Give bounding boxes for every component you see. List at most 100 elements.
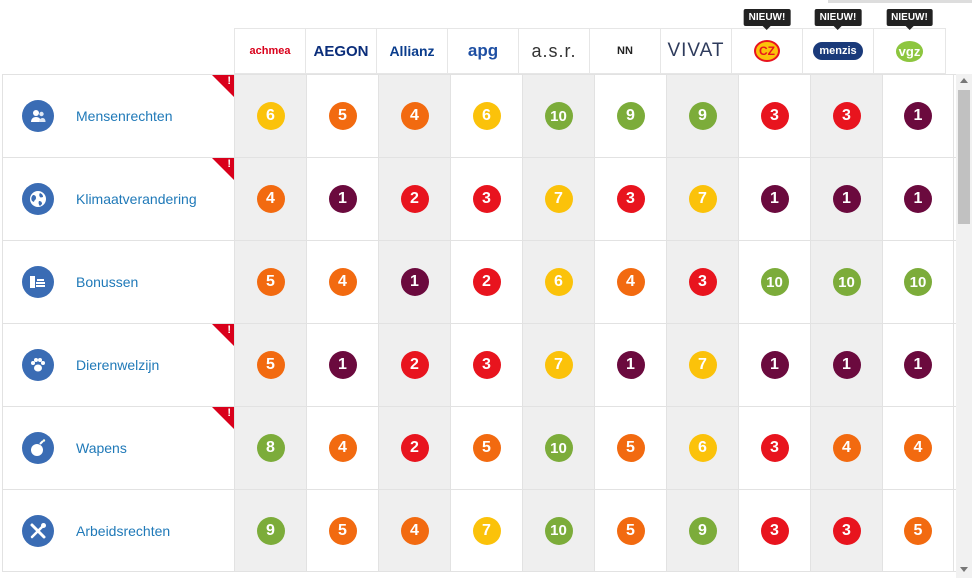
insurer-logo-cz[interactable]: NIEUW! CZ <box>731 9 802 74</box>
score-cell[interactable]: 3 <box>450 324 522 406</box>
score-badge: 3 <box>760 516 789 545</box>
score-cell[interactable]: 3 <box>738 407 810 489</box>
score-cell[interactable]: 6 <box>234 75 306 157</box>
insurer-logo-apg[interactable]: apg <box>447 28 518 74</box>
topic-wapens[interactable]: Wapens! <box>2 407 234 489</box>
score-cell[interactable]: 1 <box>882 158 954 240</box>
score-cell[interactable]: 5 <box>306 75 378 157</box>
score-cell[interactable]: 9 <box>666 75 738 157</box>
score-badge: 5 <box>256 351 285 379</box>
score-cell[interactable]: 5 <box>594 407 666 489</box>
score-cell[interactable]: 1 <box>882 75 954 157</box>
score-cell[interactable]: 1 <box>594 324 666 406</box>
score-cell[interactable]: 2 <box>378 324 450 406</box>
topic-arbeidsrechten[interactable]: Arbeidsrechten <box>2 490 234 571</box>
scroll-up-icon[interactable] <box>960 78 968 83</box>
score-badge: 8 <box>256 434 285 462</box>
score-cell[interactable]: 4 <box>810 407 882 489</box>
score-badge: 3 <box>688 268 717 296</box>
score-cell[interactable]: 6 <box>522 241 594 323</box>
topic-klimaatverandering[interactable]: Klimaatverandering! <box>2 158 234 240</box>
insurer-name: apg <box>467 41 499 60</box>
insurer-logo-menzis[interactable]: NIEUW! menzis <box>802 9 873 74</box>
topic-mensenrechten[interactable]: Mensenrechten! <box>2 75 234 157</box>
score-cell[interactable]: 4 <box>306 241 378 323</box>
score-cell[interactable]: 7 <box>666 324 738 406</box>
score-cell[interactable]: 10 <box>738 241 810 323</box>
score-cell[interactable]: 2 <box>450 241 522 323</box>
score-cell[interactable]: 7 <box>450 490 522 571</box>
topic-label[interactable]: Mensenrechten <box>76 108 173 124</box>
score-cell[interactable]: 5 <box>234 241 306 323</box>
score-cell[interactable]: 9 <box>234 490 306 571</box>
score-cell[interactable]: 3 <box>738 490 810 571</box>
score-cell[interactable]: 2 <box>378 407 450 489</box>
score-cell[interactable]: 4 <box>234 158 306 240</box>
score-cell[interactable]: 7 <box>522 158 594 240</box>
topic-label[interactable]: Dierenwelzijn <box>76 357 160 373</box>
score-cell[interactable]: 10 <box>522 407 594 489</box>
score-cell[interactable]: 5 <box>306 490 378 571</box>
score-badge: 7 <box>544 185 573 213</box>
score-cell[interactable]: 5 <box>594 490 666 571</box>
scroll-down-icon[interactable] <box>960 567 968 572</box>
score-cell[interactable]: 3 <box>738 75 810 157</box>
insurer-name: a.s.r. <box>531 40 577 61</box>
scrollbar-thumb[interactable] <box>958 90 970 224</box>
score-cell[interactable]: 5 <box>450 407 522 489</box>
score-badge: 3 <box>832 516 861 545</box>
score-cell[interactable]: 10 <box>810 241 882 323</box>
insurer-logo-vivat[interactable]: VIVAT <box>660 28 731 74</box>
score-cell[interactable]: 1 <box>378 241 450 323</box>
score-badge: 1 <box>400 268 429 296</box>
score-cell[interactable]: 9 <box>594 75 666 157</box>
score-cell[interactable]: 7 <box>522 324 594 406</box>
score-cell[interactable]: 1 <box>306 324 378 406</box>
score-cell[interactable]: 7 <box>666 158 738 240</box>
topic-label[interactable]: Wapens <box>76 440 127 456</box>
table-row: Mensenrechten! 6 5 4 6 10 9 9 3 3 1 <box>2 74 956 157</box>
topic-dierenwelzijn[interactable]: Dierenwelzijn! <box>2 324 234 406</box>
score-badge: 4 <box>400 516 429 545</box>
globe-icon <box>22 183 54 215</box>
score-cell[interactable]: 4 <box>306 407 378 489</box>
score-cell[interactable]: 1 <box>882 324 954 406</box>
insurer-logo-achmea[interactable]: achmea <box>234 28 305 74</box>
score-cell[interactable]: 10 <box>522 490 594 571</box>
score-cell[interactable]: 1 <box>738 324 810 406</box>
insurer-logo-vgz[interactable]: NIEUW! vgz <box>873 9 946 74</box>
score-cell[interactable]: 4 <box>882 407 954 489</box>
score-badge: 1 <box>616 351 645 379</box>
score-cell[interactable]: 4 <box>378 75 450 157</box>
topic-label[interactable]: Bonussen <box>76 274 139 290</box>
score-cell[interactable]: 3 <box>594 158 666 240</box>
score-cell[interactable]: 1 <box>306 158 378 240</box>
score-cell[interactable]: 3 <box>666 241 738 323</box>
score-cell[interactable]: 3 <box>810 75 882 157</box>
score-cell[interactable]: 10 <box>882 241 954 323</box>
score-cell[interactable]: 6 <box>450 75 522 157</box>
insurer-logo-asr[interactable]: a.s.r. <box>518 28 589 74</box>
score-cell[interactable]: 4 <box>378 490 450 571</box>
topic-bonussen[interactable]: Bonussen <box>2 241 234 323</box>
score-cell[interactable]: 1 <box>738 158 810 240</box>
score-cell[interactable]: 4 <box>594 241 666 323</box>
score-cell[interactable]: 3 <box>450 158 522 240</box>
topic-label[interactable]: Klimaatverandering <box>76 191 197 207</box>
scrollbar[interactable] <box>956 74 972 578</box>
score-cell[interactable]: 8 <box>234 407 306 489</box>
topic-label[interactable]: Arbeidsrechten <box>76 522 171 539</box>
score-cell[interactable]: 9 <box>666 490 738 571</box>
score-cell[interactable]: 3 <box>810 490 882 571</box>
score-cell[interactable]: 6 <box>666 407 738 489</box>
score-cell[interactable]: 1 <box>810 324 882 406</box>
score-cell[interactable]: 5 <box>234 324 306 406</box>
insurer-logo-aegon[interactable]: AEGON <box>305 28 376 74</box>
insurer-logo-allianz[interactable]: Allianz <box>376 28 447 74</box>
insurer-name: Allianz <box>389 43 435 59</box>
insurer-logo-nn[interactable]: NN <box>589 28 660 74</box>
score-cell[interactable]: 1 <box>810 158 882 240</box>
score-cell[interactable]: 10 <box>522 75 594 157</box>
score-cell[interactable]: 2 <box>378 158 450 240</box>
score-cell[interactable]: 5 <box>882 490 954 571</box>
